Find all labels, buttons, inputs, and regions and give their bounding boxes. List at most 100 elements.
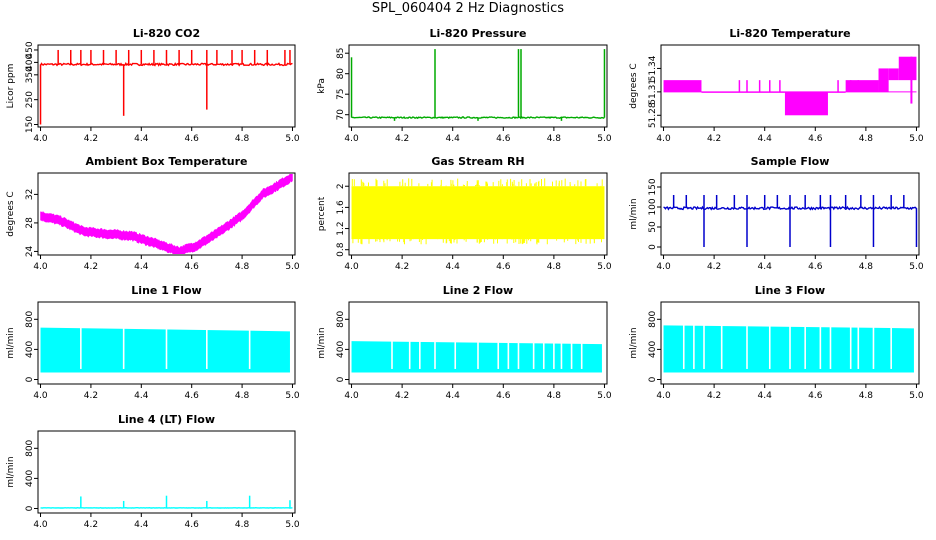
data-layer xyxy=(350,49,606,121)
data-layer xyxy=(663,323,914,373)
panel-title: Line 3 Flow xyxy=(755,284,825,297)
x-tick-label: 4.8 xyxy=(859,134,874,144)
panel-ambient: Ambient Box Temperature 4.0 4.2 4.4 4.6 4.8 5.… xyxy=(6,155,300,272)
x-tick-label: 5.0 xyxy=(909,391,924,401)
plot-frame xyxy=(348,44,608,128)
plot-frame xyxy=(660,44,920,128)
panel-line1: Line 1 Flow 4.0 4.2 4.4 4.6 4.8 5.0 0 400 800 ml/m… xyxy=(6,284,300,401)
panel-co2: Li-820 CO2 4.0 4.2 4.4 4.6 4.8 5.0 150 250 350400… xyxy=(6,27,300,144)
x-tick-label: 4.0 xyxy=(33,520,48,530)
y-tick-label: 70 xyxy=(336,109,346,121)
y-tick-label: 51.31 xyxy=(648,79,658,105)
y-axis-label: ml/min xyxy=(6,456,16,487)
x-tick-label: 4.4 xyxy=(134,391,149,401)
y-tick-label: 50 xyxy=(648,221,658,233)
panel-rh: Gas Stream RH 4.0 4.2 4.4 4.6 4.8 5.0 0.8 1.2 1.6… xyxy=(317,155,612,272)
panel-title: Sample Flow xyxy=(751,155,830,168)
data-layer xyxy=(663,56,917,116)
series-block xyxy=(845,80,879,92)
x-tick-label: 4.6 xyxy=(185,520,200,530)
x-tick-label: 4.0 xyxy=(33,391,48,401)
plot-frame xyxy=(660,301,920,385)
x-tick-label: 4.6 xyxy=(496,391,511,401)
y-tick-label: 24 xyxy=(25,245,35,257)
x-tick-label: 4.8 xyxy=(235,134,250,144)
y-tick-label: 400 xyxy=(25,54,35,71)
x-tick-label: 4.2 xyxy=(84,520,98,530)
series-block xyxy=(878,68,889,92)
y-tick-label: 0 xyxy=(336,376,346,382)
panel-title: Line 1 Flow xyxy=(131,284,201,297)
x-tick-label: 5.0 xyxy=(285,134,300,144)
series-block xyxy=(898,56,917,81)
y-tick-label: 32 xyxy=(25,189,35,200)
panel-line3: Line 3 Flow 4.0 4.2 4.4 4.6 4.8 5.0 0 400 800 ml/m… xyxy=(629,284,924,401)
panel-pressure: Li-820 Pressure 4.0 4.2 4.4 4.6 4.8 5.0 70 75 80 8… xyxy=(317,27,612,144)
y-tick-label: 800 xyxy=(25,310,35,327)
y-tick-label: 0 xyxy=(25,505,35,511)
x-tick-label: 4.4 xyxy=(758,134,773,144)
x-tick-label: 4.8 xyxy=(547,134,562,144)
panel-temp: Li-820 Temperature 4.0 4.2 4.4 4.6 4.8 5.0 51.2… xyxy=(629,27,924,144)
x-tick-label: 4.4 xyxy=(446,134,461,144)
x-tick-label: 4.2 xyxy=(395,134,409,144)
series-block xyxy=(888,68,899,81)
x-tick-label: 4.0 xyxy=(33,134,48,144)
series-block xyxy=(663,325,914,372)
data-layer xyxy=(663,195,918,247)
y-tick-label: 51.34 xyxy=(648,55,658,81)
y-tick-label: 800 xyxy=(25,439,35,456)
y-tick-label: 800 xyxy=(648,310,658,327)
y-tick-label: 400 xyxy=(336,341,346,358)
data-layer xyxy=(40,174,293,254)
x-tick-label: 4.8 xyxy=(547,262,562,272)
y-axis-label: ml/min xyxy=(6,327,16,358)
x-tick-label: 4.8 xyxy=(547,391,562,401)
x-tick-label: 4.4 xyxy=(758,391,773,401)
y-tick-label: 2 xyxy=(336,183,346,189)
y-tick-label: 450 xyxy=(25,41,35,58)
x-tick-label: 4.0 xyxy=(33,262,48,272)
panel-title: Li-820 Pressure xyxy=(430,27,527,40)
x-tick-label: 4.6 xyxy=(808,134,823,144)
y-axis-label: ml/min xyxy=(629,198,639,229)
panel-title: Line 2 Flow xyxy=(443,284,513,297)
panel-title: Line 4 (LT) Flow xyxy=(118,413,215,426)
x-tick-label: 4.2 xyxy=(395,391,409,401)
y-axis-label: percent xyxy=(317,196,327,231)
x-tick-label: 5.0 xyxy=(597,262,612,272)
x-tick-label: 4.0 xyxy=(344,134,359,144)
series-block xyxy=(784,91,828,116)
x-tick-label: 4.6 xyxy=(808,262,823,272)
x-tick-label: 4.6 xyxy=(185,134,200,144)
x-tick-label: 4.0 xyxy=(344,262,359,272)
y-tick-label: 400 xyxy=(25,341,35,358)
x-tick-label: 4.0 xyxy=(656,391,671,401)
x-tick-label: 4.2 xyxy=(84,391,98,401)
y-tick-label: 0 xyxy=(25,376,35,382)
x-tick-label: 4.4 xyxy=(134,520,149,530)
x-tick-label: 4.4 xyxy=(446,391,461,401)
x-tick-label: 4.2 xyxy=(707,134,721,144)
x-tick-label: 4.2 xyxy=(395,262,409,272)
y-tick-label: 400 xyxy=(25,470,35,487)
series-block xyxy=(663,80,702,92)
figure-title: SPL_060404 2 Hz Diagnostics xyxy=(371,1,565,16)
y-tick-label: 0.8 xyxy=(336,242,346,257)
y-tick-label: 150 xyxy=(648,178,658,195)
panel-sample: Sample Flow 4.0 4.2 4.4 4.6 4.8 5.0 0 50 100 150 ml… xyxy=(629,155,924,272)
y-tick-label: 0 xyxy=(648,244,658,250)
x-tick-label: 4.0 xyxy=(656,134,671,144)
series-band xyxy=(351,186,605,240)
x-tick-label: 4.8 xyxy=(235,262,250,272)
y-axis-label: Licor ppm xyxy=(6,64,16,109)
x-tick-label: 5.0 xyxy=(909,262,924,272)
y-tick-label: 250 xyxy=(25,91,35,108)
panel-title: Ambient Box Temperature xyxy=(86,155,248,168)
x-tick-label: 4.6 xyxy=(496,262,511,272)
y-tick-label: 400 xyxy=(648,341,658,358)
series-block xyxy=(827,91,846,93)
x-tick-label: 4.8 xyxy=(235,391,250,401)
x-tick-label: 4.4 xyxy=(446,262,461,272)
